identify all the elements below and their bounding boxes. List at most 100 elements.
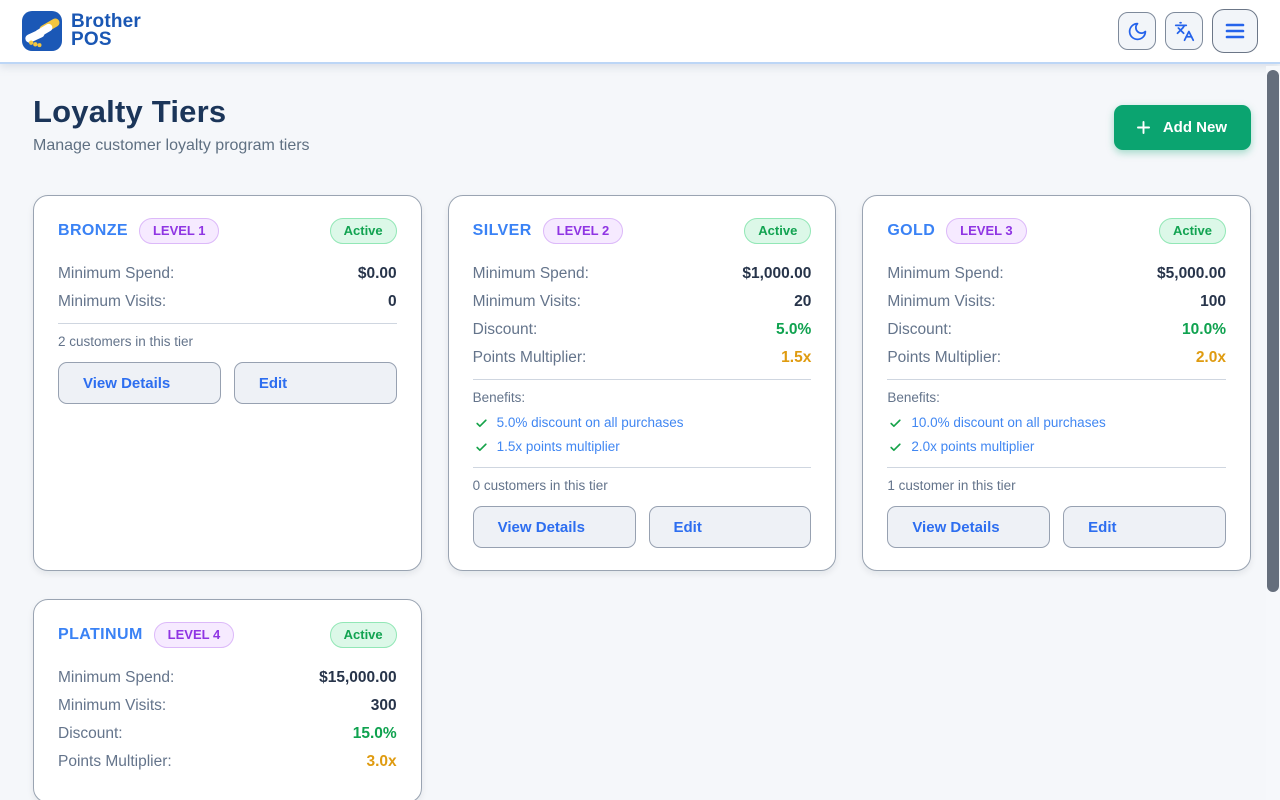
benefit-item: 2.0x points multiplier (887, 439, 1226, 455)
level-badge: LEVEL 4 (153, 622, 235, 648)
tier-name: PLATINUM (58, 626, 143, 643)
benefits-label: Benefits: (887, 390, 940, 405)
view-details-button[interactable]: View Details (887, 506, 1051, 548)
tier-card-header: SILVER LEVEL 2 Active (473, 218, 812, 244)
page-title: Loyalty Tiers (33, 94, 227, 129)
benefit-item: 1.5x points multiplier (473, 439, 812, 455)
min-spend-value: $15,000.00 (319, 669, 397, 686)
stat-label: Minimum Visits: (58, 697, 167, 714)
tier-card-gold: GOLD LEVEL 3 Active Minimum Spend: $5,00… (862, 195, 1251, 571)
min-spend-row: Minimum Spend: $5,000.00 (887, 264, 1226, 283)
stat-label: Discount: (58, 725, 123, 742)
tier-name: BRONZE (58, 222, 128, 239)
min-visits-value: 0 (388, 293, 397, 310)
min-spend-row: Minimum Spend: $1,000.00 (473, 264, 812, 283)
level-badge: LEVEL 3 (946, 218, 1027, 244)
edit-button[interactable]: Edit (1063, 506, 1226, 548)
discount-row: Discount: 5.0% (473, 320, 812, 339)
benefit-text: 5.0% discount on all purchases (496, 415, 684, 430)
dark-mode-button[interactable] (1118, 12, 1156, 50)
tier-cards-grid: BRONZE LEVEL 1 Active Minimum Spend: $0.… (33, 195, 1251, 800)
stat-label: Minimum Visits: (472, 293, 581, 310)
card-actions: View Details Edit (58, 362, 397, 404)
page-subtitle: Manage customer loyalty program tiers (33, 137, 310, 154)
stat-label: Minimum Spend: (472, 265, 589, 282)
tier-card-header: GOLD LEVEL 3 Active (887, 218, 1226, 244)
divider (887, 467, 1226, 468)
edit-button[interactable]: Edit (233, 362, 397, 404)
divider (58, 323, 397, 324)
min-visits-row: Minimum Visits: 0 (58, 292, 397, 311)
translate-icon (1174, 21, 1194, 41)
stat-label: Points Multiplier: (58, 753, 172, 770)
brand-logo[interactable]: Brother POS (22, 11, 141, 51)
level-badge: LEVEL 1 (138, 218, 220, 244)
min-spend-row: Minimum Spend: $0.00 (58, 264, 397, 283)
min-visits-value: 20 (794, 293, 812, 310)
min-spend-value: $5,000.00 (1157, 265, 1226, 282)
divider (887, 379, 1226, 380)
discount-value: 15.0% (352, 725, 397, 742)
tier-card-bronze: BRONZE LEVEL 1 Active Minimum Spend: $0.… (33, 195, 422, 571)
benefit-text: 2.0x points multiplier (911, 439, 1035, 454)
points-multiplier-value: 1.5x (781, 349, 812, 366)
discount-row: Discount: 15.0% (58, 724, 397, 743)
page-header-row: Loyalty Tiers Manage customer loyalty pr… (33, 94, 1251, 155)
stat-label: Minimum Visits: (887, 293, 996, 310)
divider (472, 379, 812, 380)
edit-button[interactable]: Edit (648, 506, 812, 548)
status-badge: Active (329, 622, 397, 648)
main-content: Loyalty Tiers Manage customer loyalty pr… (0, 64, 1280, 800)
tier-card-platinum: PLATINUM LEVEL 4 Active Minimum Spend: $… (33, 599, 422, 800)
min-visits-row: Minimum Visits: 100 (887, 292, 1226, 311)
card-actions: View Details Edit (887, 506, 1226, 548)
moon-icon (1128, 22, 1146, 40)
hamburger-icon (1225, 23, 1245, 39)
check-icon (890, 418, 901, 427)
hamburger-menu-button[interactable] (1212, 9, 1258, 53)
stat-label: Discount: (887, 321, 952, 338)
discount-value: 5.0% (775, 321, 812, 338)
min-spend-value: $1,000.00 (742, 265, 812, 282)
benefit-item: 5.0% discount on all purchases (473, 415, 812, 431)
brand-name: Brother POS (71, 11, 142, 50)
tier-name: GOLD (887, 222, 936, 239)
discount-value: 10.0% (1182, 321, 1226, 338)
check-icon (890, 442, 901, 451)
add-new-label: Add New (1162, 119, 1227, 136)
handshake-logo-icon (22, 11, 62, 51)
app-header: Brother POS (0, 0, 1280, 64)
customers-count: 2 customers in this tier (58, 334, 194, 349)
tier-name: SILVER (472, 222, 532, 239)
scrollbar[interactable] (1266, 66, 1280, 800)
add-new-button[interactable]: Add New (1113, 105, 1251, 150)
benefit-text: 1.5x points multiplier (496, 439, 620, 454)
points-multiplier-row: Points Multiplier: 1.5x (473, 348, 812, 367)
status-badge: Active (744, 218, 812, 244)
plus-icon (1136, 121, 1150, 134)
benefit-item: 10.0% discount on all purchases (887, 415, 1226, 431)
card-actions: View Details Edit (472, 506, 812, 548)
scrollbar-thumb[interactable] (1267, 70, 1279, 592)
tier-card-silver: SILVER LEVEL 2 Active Minimum Spend: $1,… (447, 195, 837, 571)
view-details-button[interactable]: View Details (58, 362, 221, 404)
check-icon (476, 442, 487, 451)
points-multiplier-row: Points Multiplier: 3.0x (58, 752, 397, 771)
min-visits-row: Minimum Visits: 20 (473, 292, 812, 311)
check-icon (476, 418, 487, 427)
min-visits-value: 300 (370, 697, 397, 714)
tier-card-header: PLATINUM LEVEL 4 Active (58, 622, 397, 648)
min-spend-value: $0.00 (357, 265, 397, 282)
min-spend-row: Minimum Spend: $15,000.00 (58, 668, 397, 687)
divider (472, 467, 812, 468)
language-button[interactable] (1165, 12, 1203, 50)
customers-count: 1 customer in this tier (887, 478, 1016, 493)
view-details-button[interactable]: View Details (472, 506, 636, 548)
stat-label: Discount: (472, 321, 538, 338)
points-multiplier-row: Points Multiplier: 2.0x (887, 348, 1226, 367)
min-visits-row: Minimum Visits: 300 (58, 696, 397, 715)
status-badge: Active (1158, 218, 1226, 244)
benefits-label: Benefits: (472, 390, 526, 405)
stat-label: Minimum Spend: (887, 265, 1004, 282)
stat-label: Minimum Spend: (58, 265, 175, 282)
